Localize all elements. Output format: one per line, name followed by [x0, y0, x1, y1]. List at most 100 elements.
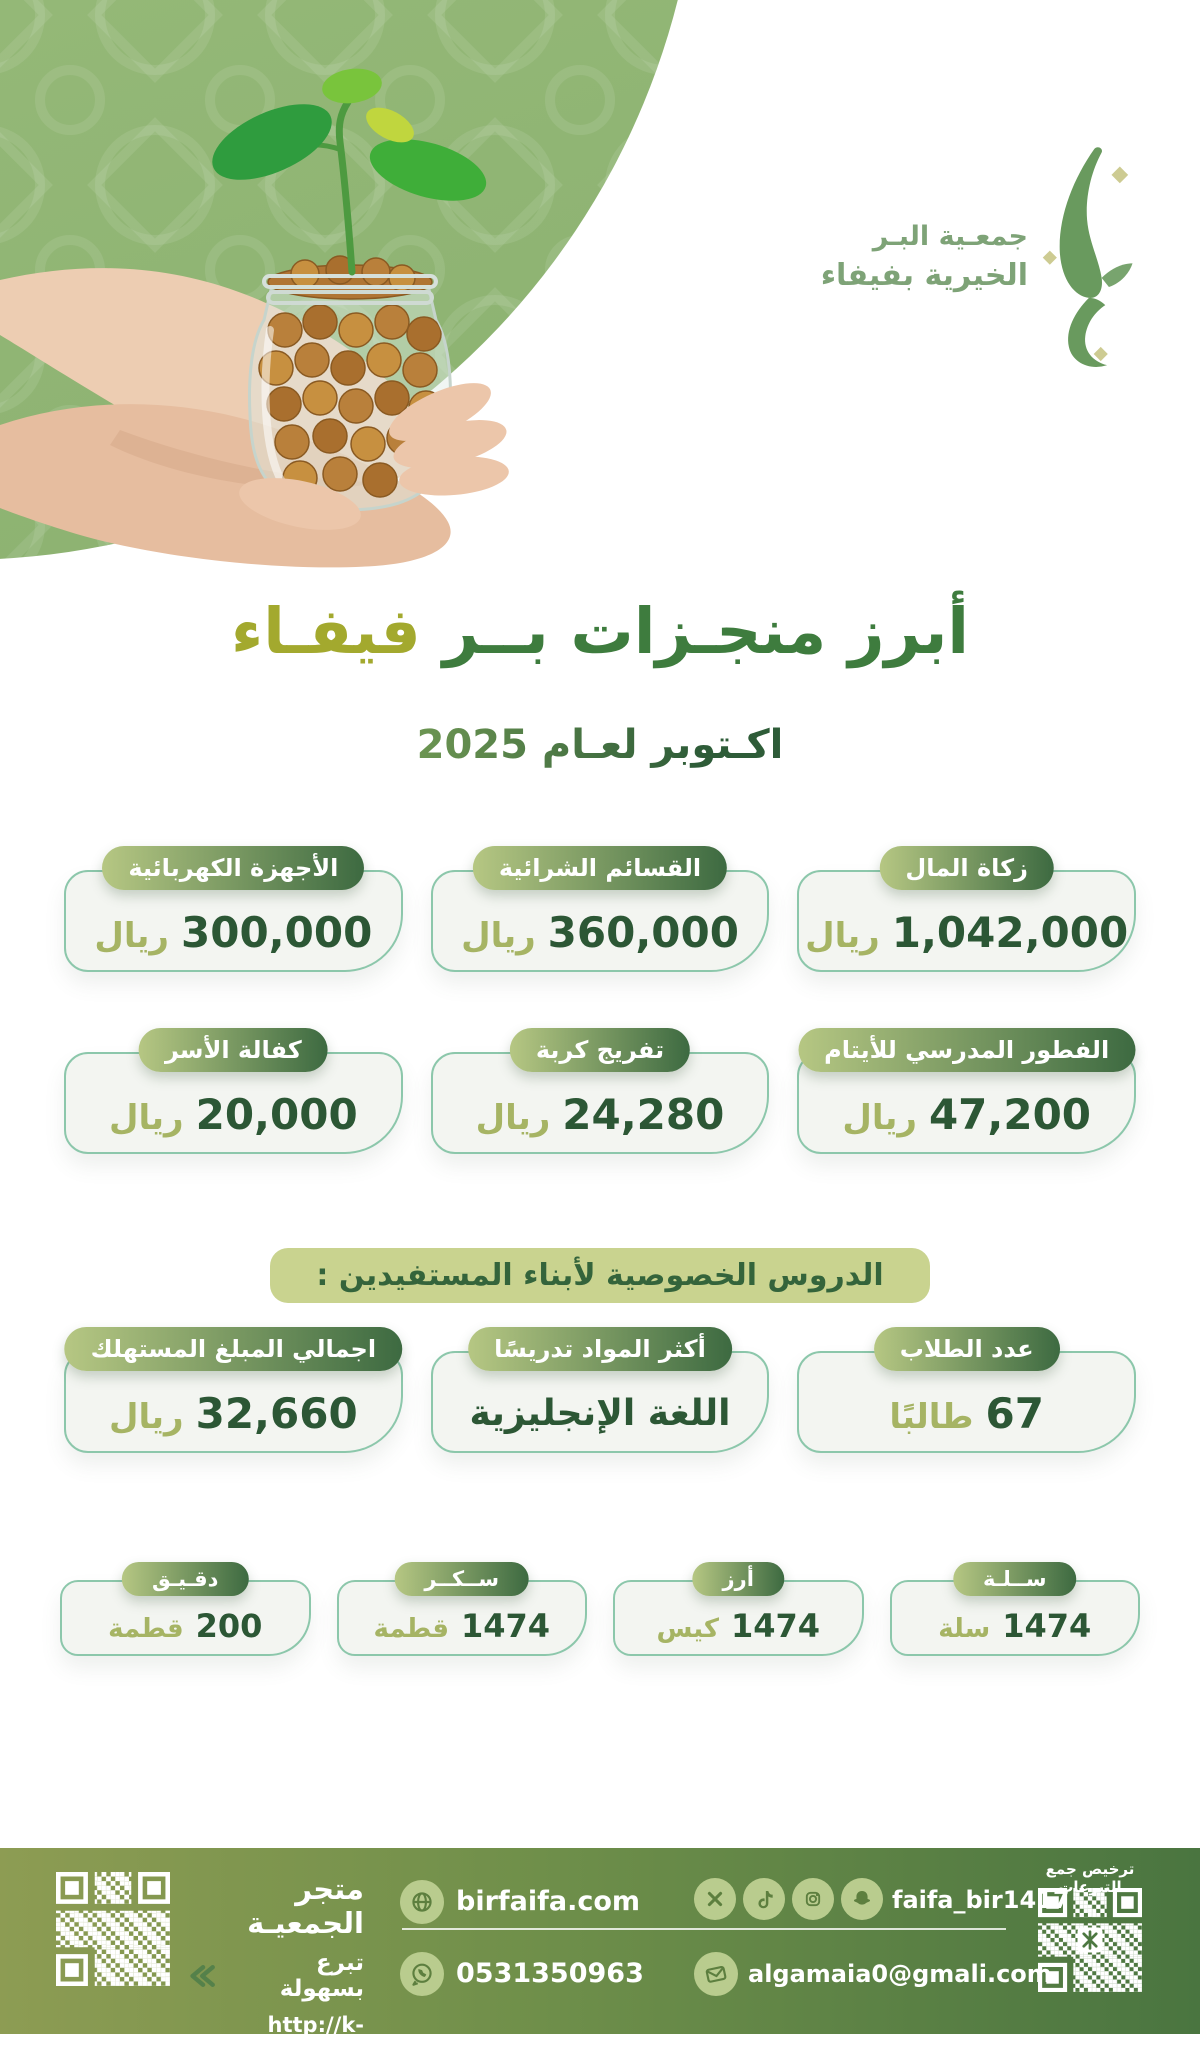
stat-unit: ريال	[109, 1097, 184, 1138]
supply-label: ســلـة	[953, 1562, 1077, 1597]
org-logo: جمعـية البـر الخيرية بفيفاء	[821, 138, 1138, 376]
coin-jar	[248, 255, 452, 512]
email-icon	[694, 1952, 738, 1996]
supply-unit: كيس	[656, 1614, 719, 1645]
store-tagline-row: تبرع بسهولة	[182, 1950, 364, 2002]
lesson-number: 32,660	[195, 1388, 358, 1438]
stat-number: 300,000	[181, 907, 373, 957]
lessons-section-header: الدروس الخصوصية لأبناء المستفيدين :	[270, 1248, 930, 1304]
lesson-subject: اللغة الإنجليزية	[469, 1392, 731, 1434]
stat-card-distress-relief: تفريج كربة 24,280 ريال	[430, 1028, 770, 1155]
stat-unit: ريال	[842, 1097, 917, 1138]
instagram-icon[interactable]	[792, 1878, 834, 1920]
website-link[interactable]: birfaifa.com	[456, 1886, 641, 1917]
lesson-label: اجمالي المبلغ المستهلك	[64, 1327, 403, 1372]
footer: متجر الجمعيـة تبرع بسهولة http://k-faifa…	[0, 1848, 1200, 2061]
sprout	[212, 68, 487, 276]
stats-grid: زكاة المال 1,042,000 ريال القسائم الشرائ…	[64, 846, 1136, 1155]
lesson-value: 67 طالبًا	[889, 1389, 1044, 1438]
supply-value: 200 قطمة	[108, 1607, 262, 1645]
org-name: جمعـية البـر الخيرية بفيفاء	[821, 218, 1028, 297]
stat-value: 300,000 ريال	[94, 908, 372, 957]
page-title: أبرز منجـزات بــر فيفـاء	[0, 595, 1200, 668]
lesson-unit: ريال	[109, 1396, 184, 1437]
snapchat-icon[interactable]	[841, 1878, 883, 1920]
page-title-main: أبرز منجـزات بــر	[442, 595, 969, 668]
hero-photo-hands-jar-plant	[0, 68, 509, 568]
supply-number: 1474	[461, 1607, 551, 1646]
footer-divider	[402, 1928, 1006, 1930]
store-tagline: تبرع بسهولة	[279, 1950, 364, 2002]
supplies-grid: ســلـة 1474 سلة أرز 1474 كيس ســكــر 147…	[60, 1562, 1140, 1657]
org-name-line1: جمعـية البـر	[872, 220, 1028, 252]
license-qr-code[interactable]	[1038, 1888, 1142, 1992]
stat-value: 1,042,000 ريال	[805, 908, 1128, 957]
supply-card-basket: ســلـة 1474 سلة	[889, 1562, 1140, 1657]
store-url-link[interactable]: http://k-faifa.sa	[267, 2013, 364, 2061]
lesson-value: 32,660 ريال	[109, 1389, 358, 1438]
stat-number: 1,042,000	[891, 907, 1129, 957]
hero-section: جمعـية البـر الخيرية بفيفاء	[0, 0, 1200, 578]
stat-number: 47,200	[928, 1089, 1092, 1139]
stat-card-family-sponsorship: كفالة الأسر 20,000 ريال	[64, 1028, 403, 1155]
stat-label: زكاة المال	[879, 846, 1054, 891]
supply-value: 1474 سلة	[938, 1607, 1091, 1645]
lesson-card-total-spent: اجمالي المبلغ المستهلك 32,660 ريال	[64, 1327, 403, 1454]
supply-card-flour: دقـيـق 200 قطمة	[60, 1562, 311, 1657]
stat-unit: ريال	[94, 915, 169, 956]
stat-value: 24,280 ريال	[476, 1090, 725, 1139]
stat-number: 360,000	[547, 907, 739, 957]
supply-number: 1474	[1002, 1607, 1092, 1646]
stat-label: القسائم الشرائية	[472, 846, 728, 891]
social-icons	[694, 1878, 883, 1920]
stat-unit: ريال	[475, 1097, 551, 1138]
lesson-label: أكثر المواد تدريسًا	[468, 1327, 732, 1372]
phone-number[interactable]: 0531350963	[456, 1958, 644, 1989]
lessons-grid: عدد الطلاب 67 طالبًا أكثر المواد تدريسًا…	[64, 1327, 1136, 1454]
page-title-highlight: فيفـاء	[231, 595, 421, 668]
x-twitter-icon[interactable]	[694, 1878, 736, 1920]
stat-label: الأجهزة الكهربائية	[102, 846, 365, 891]
store-title: متجر الجمعيـة	[247, 1872, 364, 1940]
stat-label: كفالة الأسر	[138, 1028, 328, 1073]
supply-card-rice: أرز 1474 كيس	[613, 1562, 864, 1657]
supply-label: أرز	[692, 1562, 784, 1597]
email-address[interactable]: algamaia0@gmali.com	[748, 1960, 1052, 1988]
supply-unit: قطمة	[373, 1614, 449, 1645]
store-qr-code[interactable]	[56, 1872, 170, 1986]
double-chevron-left-icon	[190, 1965, 215, 1987]
supply-unit: سلة	[938, 1614, 991, 1645]
stat-label: تفريج كربة	[509, 1028, 691, 1073]
stat-card-zakat: زكاة المال 1,042,000 ريال	[797, 846, 1136, 973]
globe-icon	[400, 1880, 444, 1924]
store-block: متجر الجمعيـة تبرع بسهولة http://k-faifa…	[182, 1872, 364, 2061]
supply-card-sugar: ســكــر 1474 قطمة	[336, 1562, 587, 1657]
stat-card-appliances: الأجهزة الكهربائية 300,000 ريال	[64, 846, 403, 973]
org-name-line2: الخيرية بفيفاء	[820, 257, 1028, 293]
stat-number: 20,000	[195, 1089, 358, 1139]
period-badge: اكـتوبر لعـام 2025	[355, 710, 846, 780]
lesson-card-top-subject: أكثر المواد تدريسًا اللغة الإنجليزية	[430, 1327, 770, 1454]
supply-unit: قطمة	[108, 1614, 184, 1645]
lesson-unit: طالبًا	[889, 1396, 974, 1437]
logo-calligraphy-icon	[1042, 147, 1133, 367]
supply-value: 1474 كيس	[656, 1607, 820, 1645]
supply-number: 1474	[730, 1607, 821, 1646]
supply-label: ســكــر	[394, 1562, 530, 1597]
lesson-number: 67	[985, 1388, 1044, 1438]
lesson-label: عدد الطلاب	[873, 1327, 1060, 1372]
stat-value: 360,000 ريال	[461, 908, 739, 957]
stat-card-vouchers: القسائم الشرائية 360,000 ريال	[430, 846, 770, 973]
stat-number: 24,280	[562, 1089, 725, 1139]
lesson-card-students-count: عدد الطلاب 67 طالبًا	[797, 1327, 1136, 1454]
stat-value: 47,200 ريال	[842, 1090, 1091, 1139]
stat-card-orphans-breakfast: الفطور المدرسي للأيتام 47,200 ريال	[797, 1028, 1136, 1155]
stat-unit: ريال	[805, 915, 880, 956]
stat-unit: ريال	[461, 915, 536, 956]
supply-label: دقـيـق	[122, 1562, 249, 1597]
tiktok-icon[interactable]	[743, 1878, 785, 1920]
stat-label: الفطور المدرسي للأيتام	[798, 1028, 1136, 1073]
whatsapp-icon	[400, 1952, 444, 1996]
supply-number: 200	[195, 1607, 263, 1646]
